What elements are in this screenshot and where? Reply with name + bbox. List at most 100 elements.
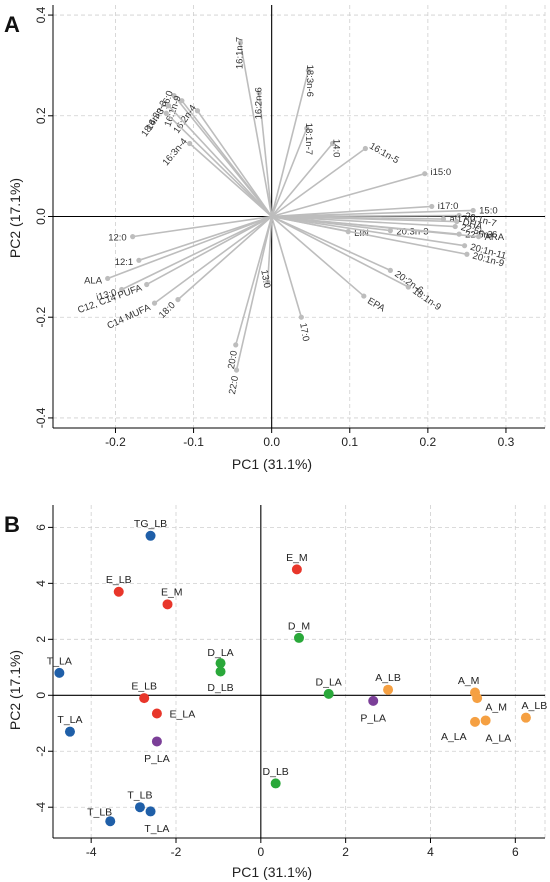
score-point-label: P_LA <box>144 753 170 765</box>
loading-vector-tip <box>194 108 201 114</box>
loading-vector-label: 18:1n-9 <box>410 286 443 313</box>
score-point <box>294 632 304 643</box>
score-point-label: D_M <box>288 620 310 632</box>
loading-vector <box>271 215 465 247</box>
panel-a-x-axis-title: PC1 (31.1%) <box>232 456 312 472</box>
loading-vector-tip <box>461 243 468 249</box>
loading-vector <box>271 172 425 218</box>
panel-b-x-tick-label: 0 <box>257 845 264 859</box>
score-point-label: D_LA <box>316 676 342 688</box>
loading-vector <box>181 100 273 217</box>
score-point <box>368 695 379 706</box>
loading-vector <box>271 215 457 223</box>
loading-vector <box>239 42 273 217</box>
score-point <box>520 712 531 723</box>
score-point-label: P_LA <box>360 713 386 725</box>
loading-vector <box>271 215 391 272</box>
loading-vector-tip <box>362 145 368 152</box>
score-point-label: A_LA <box>486 732 512 744</box>
loading-vector-tip <box>476 234 482 240</box>
score-point-label: E_LB <box>131 680 157 692</box>
loading-vector-label: ai17:0 <box>449 214 475 225</box>
panel-a-y-tick-label: 0.2 <box>34 107 48 124</box>
loading-vector-tip <box>171 93 177 99</box>
loading-vector <box>234 216 273 346</box>
panel-b-y-axis-title: PC2 (17.1%) <box>7 650 23 730</box>
loading-vector-tip <box>105 275 111 282</box>
panel-a-biplot: -0.2 -0.1 0.0 0.1 0.2 0.3 -0.4 -0.2 0.0 0.2 0.4 16:… <box>34 5 546 449</box>
loading-vector <box>271 215 479 238</box>
loading-vector-tip <box>387 267 393 273</box>
loading-vector-tip <box>361 293 367 299</box>
loading-vector-tip <box>422 171 428 177</box>
loading-vector-label: 16:1n-7 <box>234 37 245 69</box>
score-point <box>64 726 75 737</box>
score-point <box>383 684 394 695</box>
loading-vector <box>270 216 303 318</box>
loading-vector-label: ALA <box>84 276 103 287</box>
loading-vector <box>271 215 468 256</box>
loading-vector-tip <box>151 300 158 306</box>
score-point <box>270 778 281 789</box>
panel-a-x-tick-label: -0.2 <box>105 435 126 449</box>
score-point <box>139 693 150 704</box>
loading-vector <box>189 142 273 218</box>
loading-vector-label: 22:0 <box>227 375 241 395</box>
score-point-label: A_M <box>458 675 480 687</box>
score-point-label: A_LB <box>522 700 548 712</box>
loading-vector <box>154 215 273 304</box>
loading-vector-label: 16:2n-6 <box>254 87 265 119</box>
score-point-label: E_LA <box>170 708 196 720</box>
panel-a-x-tick-label: -0.1 <box>183 435 204 449</box>
score-point-label: E_M <box>161 587 183 599</box>
loading-vector-tip <box>237 40 244 46</box>
loading-vector <box>146 215 273 286</box>
panel-b-x-tick-label: 4 <box>427 845 434 859</box>
loading-vector <box>271 147 366 218</box>
loading-vector-label: 15:0 <box>479 205 498 216</box>
loading-vector-tip <box>233 342 239 348</box>
loading-vector-label: 14:0 <box>330 139 341 158</box>
score-point-label: A_LA <box>441 731 467 743</box>
score-point-label: T_LA <box>144 823 169 835</box>
loading-vector-label: 18:1n-7 <box>303 123 314 155</box>
score-point-label: TG_LB <box>134 518 167 530</box>
loading-vector <box>177 215 273 301</box>
loading-vector-tip <box>119 286 125 293</box>
score-point-label: E_LB <box>106 574 132 586</box>
panel-b-y-tick-label: 4 <box>34 580 48 587</box>
panel-a-x-tick-label: 0.0 <box>263 435 280 449</box>
loading-vector-tip <box>454 218 460 225</box>
panel-b-y-tick-label: 2 <box>34 636 48 643</box>
loading-vector <box>271 215 365 297</box>
loading-vector-label: 12:0 <box>108 233 127 244</box>
loading-vector <box>107 215 272 280</box>
panel-a-y-axis-title: PC2 (17.1%) <box>7 178 23 258</box>
loading-vector <box>270 128 308 217</box>
panel-a-y-tick-label: -0.2 <box>34 307 48 328</box>
loading-vector-label: 20:3n-3 <box>396 226 428 237</box>
loading-vector-label: 13:0 <box>258 269 272 289</box>
loading-vector-label: 12:1 <box>115 257 134 268</box>
score-point <box>151 736 162 747</box>
loading-vector-tip <box>136 257 142 263</box>
loading-vector <box>235 216 273 371</box>
panel-b-y-tick-label: -4 <box>34 802 48 813</box>
loading-vector-tip <box>452 223 458 230</box>
loading-vector-tip <box>175 296 181 303</box>
loading-vector-label: 16:1n-5 <box>367 141 400 167</box>
loading-vector-tip <box>163 110 169 116</box>
score-point-label: D_LB <box>207 682 233 694</box>
loading-vector-tip <box>187 140 193 147</box>
loading-vector-label: i13:0 <box>95 287 118 303</box>
score-point <box>162 599 173 610</box>
loading-vector-tip <box>165 103 172 109</box>
score-point <box>54 667 65 678</box>
loading-vector <box>167 105 273 218</box>
score-point-label: T_LB <box>87 806 112 818</box>
panel-a-letter: A <box>4 12 20 37</box>
loading-vector-tip <box>456 212 462 219</box>
panel-b-y-tick-label: -2 <box>34 746 48 757</box>
loading-vector-tip <box>429 203 435 210</box>
